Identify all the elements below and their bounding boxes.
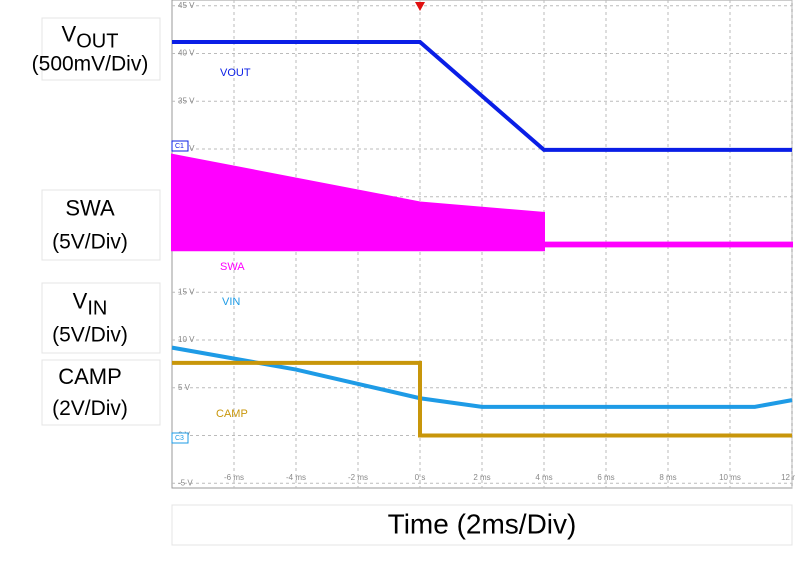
trace	[172, 360, 792, 438]
x-tick-label: -2 ms	[348, 473, 368, 482]
channel-label-box	[41, 359, 161, 426]
y-tick-label: 40 V	[178, 49, 195, 58]
channel-scale: (5V/Div)	[52, 324, 128, 347]
channel-label: CAMP	[58, 364, 122, 389]
channel-marker-label: C1	[175, 143, 184, 150]
channel-label-box	[41, 189, 161, 261]
channel-label-box	[41, 282, 161, 354]
y-tick-label: 15 V	[178, 287, 195, 296]
y-tick-label: 5 V	[178, 383, 191, 392]
channel-label: VOUT	[62, 21, 119, 52]
channel-scale: (5V/Div)	[52, 231, 128, 254]
trace-area	[171, 153, 793, 252]
x-tick-label: 12 ms	[781, 473, 795, 482]
x-axis-title: Time (2ms/Div)	[388, 508, 577, 539]
channel-label-main: V	[73, 288, 88, 313]
x-tick-label: -6 ms	[224, 473, 244, 482]
x-title-box	[171, 504, 793, 546]
x-tick-label: 10 ms	[719, 473, 741, 482]
channel-marker-box	[171, 432, 189, 444]
trace	[171, 345, 793, 409]
channel-label-box	[41, 17, 161, 81]
x-tick-label: -4 ms	[286, 473, 306, 482]
trigger-marker	[415, 2, 425, 11]
trace	[172, 40, 792, 152]
channel-label: VIN	[73, 288, 108, 319]
trace-label: SWA	[220, 261, 245, 273]
trace-label: VOUT	[220, 67, 251, 79]
channel-label-main: SWA	[65, 195, 115, 220]
y-tick-label: -5 V	[178, 478, 193, 487]
y-tick-label: 45 V	[178, 1, 195, 10]
x-tick-label: 0 s	[415, 473, 426, 482]
channel-label: SWA	[65, 195, 115, 220]
trace-label: VIN	[222, 296, 240, 308]
y-tick-label: 10 V	[178, 335, 195, 344]
x-tick-label: 6 ms	[597, 473, 614, 482]
channel-marker-label: C3	[175, 435, 184, 442]
y-tick-label: 35 V	[178, 96, 195, 105]
channel-scale: (2V/Div)	[52, 397, 128, 420]
channel-marker: C3	[171, 432, 189, 444]
channel-label-sub: OUT	[76, 31, 118, 53]
channel-label-main: CAMP	[58, 364, 122, 389]
x-tick-label: 4 ms	[535, 473, 552, 482]
channel-label-main: V	[62, 21, 77, 46]
x-tick-label: 8 ms	[659, 473, 676, 482]
channel-scale: (500mV/Div)	[32, 53, 149, 76]
x-tick-label: 2 ms	[473, 473, 490, 482]
channel-marker: C1	[171, 140, 189, 152]
trace-label: CAMP	[216, 408, 248, 420]
channel-label-sub: IN	[87, 298, 107, 320]
channel-marker-box	[171, 140, 189, 152]
